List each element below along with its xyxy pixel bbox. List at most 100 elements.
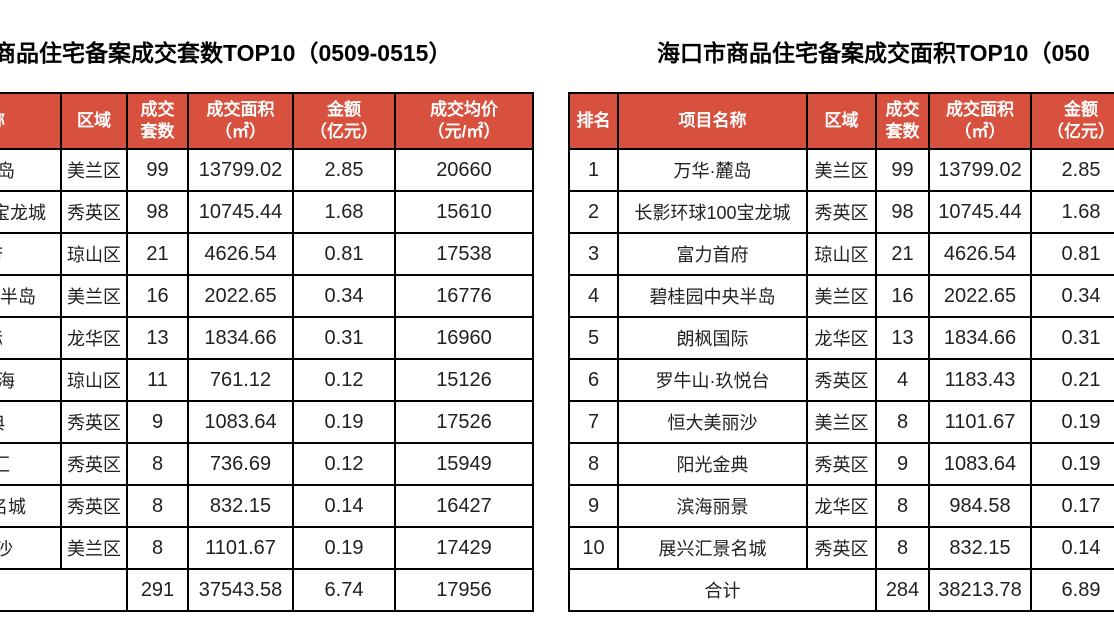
total-units-cell: 291	[126, 568, 189, 612]
project-name-cell: 罗牛山·玖悦台	[617, 358, 808, 402]
header-project-name-fragment: 称	[0, 110, 5, 132]
project-name-cell-clipped: 宝龙城	[0, 190, 62, 234]
area-cell: 10745.44	[187, 190, 294, 234]
project-name-cell-clipped: 半岛	[0, 274, 62, 318]
amount-cell: 0.19	[1030, 442, 1114, 486]
avg-price-cell: 20660	[394, 148, 534, 192]
region-cell: 秀英区	[60, 442, 128, 486]
region-cell: 秀英区	[806, 526, 877, 570]
rank-cell: 5	[568, 316, 619, 360]
rank-cell: 8	[568, 442, 619, 486]
project-name-fragment: 宝龙城	[0, 203, 46, 223]
project-name-fragment: 名城	[0, 497, 26, 517]
avg-price-cell: 16427	[394, 484, 534, 528]
project-name-cell-clipped: 府	[0, 232, 62, 276]
area-cell: 832.15	[187, 484, 294, 528]
area-cell: 2022.65	[187, 274, 294, 318]
project-name-fragment: 际	[0, 325, 3, 351]
table-row: 6 罗牛山·玖悦台 秀英区 4 1183.43 0.21	[568, 358, 1114, 402]
avg-price-cell: 15949	[394, 442, 534, 486]
right-table-title: 海口市商品住宅备案成交面积TOP10（050	[657, 40, 1090, 66]
header-row: 称 区域 成交 套数 成交面积 （㎡） 金额 （亿元） 成交均价 （元/㎡）	[0, 92, 534, 150]
header-units: 成交 套数	[875, 92, 930, 150]
project-name-cell: 富力首府	[617, 232, 808, 276]
amount-cell: 0.17	[1030, 484, 1114, 528]
project-name-cell: 滨海丽景	[617, 484, 808, 528]
amount-cell: 0.14	[1030, 526, 1114, 570]
avg-price-cell: 16960	[394, 316, 534, 360]
total-label-cell-clipped	[0, 568, 128, 612]
total-area-cell: 37543.58	[187, 568, 294, 612]
units-cell: 8	[875, 526, 930, 570]
header-row: 排名 项目名称 区域 成交 套数 成交面积 （㎡） 金额 （亿元）	[568, 92, 1114, 150]
amount-cell: 0.31	[292, 316, 396, 360]
units-cell: 9	[126, 400, 189, 444]
total-amount-cell: 6.74	[292, 568, 396, 612]
rank-cell: 6	[568, 358, 619, 402]
project-name-cell: 阳光金典	[617, 442, 808, 486]
amount-cell: 0.31	[1030, 316, 1114, 360]
region-cell: 秀英区	[60, 484, 128, 528]
units-cell: 8	[875, 484, 930, 528]
region-cell: 美兰区	[806, 400, 877, 444]
table-row: 4 碧桂园中央半岛 美兰区 16 2022.65 0.34	[568, 274, 1114, 318]
amount-cell: 0.34	[292, 274, 396, 318]
header-area: 成交面积 （㎡）	[187, 92, 294, 150]
region-cell: 秀英区	[60, 190, 128, 234]
region-cell: 美兰区	[60, 526, 128, 570]
units-cell: 8	[126, 484, 189, 528]
amount-cell: 0.12	[292, 358, 396, 402]
project-name-cell-clipped: 沙	[0, 526, 62, 570]
units-cell: 99	[126, 148, 189, 192]
left-table-title: 商品住宅备案成交套数TOP10（0509-0515）	[0, 40, 452, 66]
region-cell: 龙华区	[806, 316, 877, 360]
header-amount: 金额 （亿元）	[1030, 92, 1114, 150]
total-units-cell: 284	[875, 568, 930, 612]
project-name-fragment: 沙	[0, 535, 13, 561]
units-cell: 9	[875, 442, 930, 486]
project-name-cell: 恒大美丽沙	[617, 400, 808, 444]
table-row: 9 滨海丽景 龙华区 8 984.58 0.17	[568, 484, 1114, 528]
rank-cell: 2	[568, 190, 619, 234]
area-cell: 1083.64	[187, 400, 294, 444]
avg-price-cell: 17526	[394, 400, 534, 444]
area-cell: 1834.66	[928, 316, 1032, 360]
table-row: 1 万华·麓岛 美兰区 99 13799.02 2.85	[568, 148, 1114, 192]
rank-cell: 7	[568, 400, 619, 444]
header-avg-price: 成交均价 （元/㎡）	[394, 92, 534, 150]
rank-cell: 3	[568, 232, 619, 276]
region-cell: 龙华区	[60, 316, 128, 360]
project-name-cell-clipped: 典	[0, 400, 62, 444]
total-avg-price-cell: 17956	[394, 568, 534, 612]
area-cell: 4626.54	[187, 232, 294, 276]
area-cell: 2022.65	[928, 274, 1032, 318]
project-name-cell-clipped: 名城	[0, 484, 62, 528]
units-cell: 13	[126, 316, 189, 360]
units-cell: 21	[875, 232, 930, 276]
region-cell: 秀英区	[806, 358, 877, 402]
units-cell: 98	[875, 190, 930, 234]
total-row: 合计 284 38213.78 6.89	[568, 568, 1114, 612]
units-cell: 99	[875, 148, 930, 192]
header-project-name-clipped: 称	[0, 92, 62, 150]
amount-cell: 2.85	[292, 148, 396, 192]
project-name-fragment: 典	[0, 409, 5, 435]
amount-cell: 1.68	[1030, 190, 1114, 234]
amount-cell: 2.85	[1030, 148, 1114, 192]
header-project-name: 项目名称	[617, 92, 808, 150]
amount-cell: 0.21	[1030, 358, 1114, 402]
table-row: 5 朗枫国际 龙华区 13 1834.66 0.31	[568, 316, 1114, 360]
avg-price-cell: 17429	[394, 526, 534, 570]
region-cell: 秀英区	[806, 190, 877, 234]
units-cell: 4	[875, 358, 930, 402]
table-row: 3 富力首府 琼山区 21 4626.54 0.81	[568, 232, 1114, 276]
project-name-fragment: 府	[0, 241, 3, 267]
region-cell: 琼山区	[60, 232, 128, 276]
area-cell: 832.15	[928, 526, 1032, 570]
